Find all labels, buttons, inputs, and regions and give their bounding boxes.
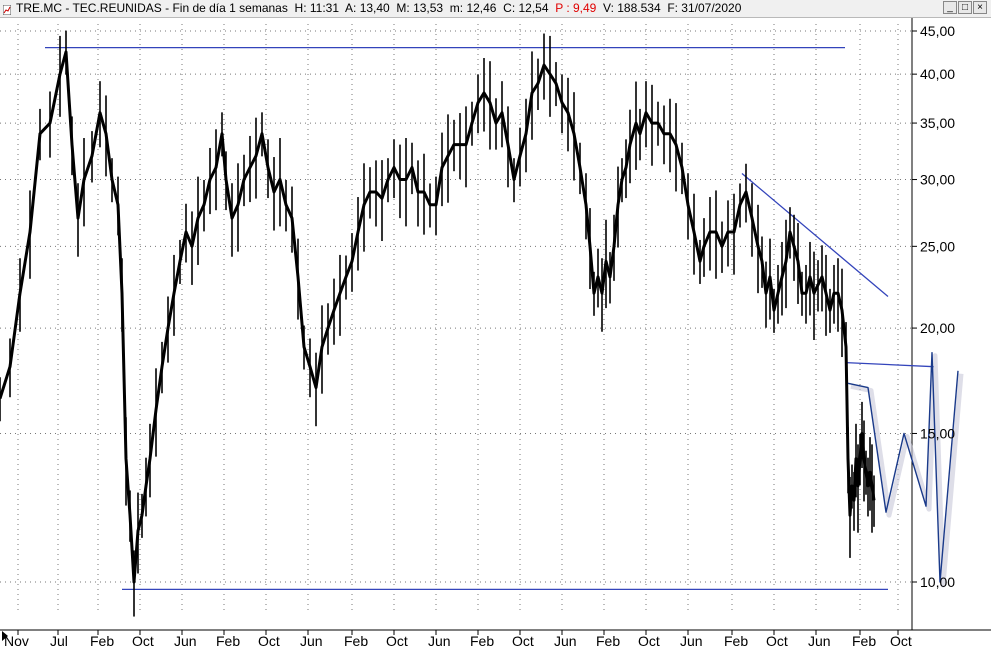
title-p: P : 9,49 xyxy=(555,1,597,15)
price-chart[interactable]: 45,00 40,00 35,00 30,00 25,00 20,00 15,00 10,00… xyxy=(0,18,991,647)
trendline xyxy=(845,361,935,368)
trendline xyxy=(741,172,889,298)
x-tick-label: Jun xyxy=(174,633,197,647)
x-tick-label: Jun xyxy=(300,633,323,647)
y-tick-label: 30,00 xyxy=(920,172,955,188)
x-axis: Nov Jul Feb Oct Jun Feb Oct Jun Feb Oct Jun Feb Oct J… xyxy=(4,630,912,647)
y-axis: 45,00 40,00 35,00 30,00 25,00 20,00 15,00 10,00 xyxy=(912,23,955,590)
y-tick-label: 15,00 xyxy=(920,425,955,441)
x-tick-label: Oct xyxy=(512,633,534,647)
x-tick-label: Feb xyxy=(344,633,368,647)
x-tick-label: Oct xyxy=(258,633,280,647)
x-tick-label: Oct xyxy=(638,633,660,647)
x-tick-label: Nov xyxy=(4,633,29,647)
x-tick-label: Oct xyxy=(890,633,912,647)
window-buttons: _ □ × xyxy=(943,1,987,14)
y-tick-label: 25,00 xyxy=(920,238,955,254)
title-h: H: 11:31 xyxy=(294,1,340,15)
x-tick-label: Feb xyxy=(216,633,240,647)
x-tick-label: Feb xyxy=(596,633,620,647)
y-tick-label: 10,00 xyxy=(920,574,955,590)
y-tick-label: 40,00 xyxy=(920,66,955,82)
close-button[interactable]: × xyxy=(973,1,987,14)
projection-path xyxy=(847,351,964,588)
title-m: M: 13,53 xyxy=(396,1,444,15)
window-titlebar: TRE.MC - TEC.REUNIDAS - Fin de día 1 sem… xyxy=(0,0,991,18)
y-tick-label: 45,00 xyxy=(920,23,955,39)
price-series xyxy=(0,30,876,617)
title-min: m: 12,46 xyxy=(449,1,497,15)
x-tick-label: Jun xyxy=(808,633,831,647)
title-v: V: 188.534 xyxy=(603,1,661,15)
x-tick-label: Jun xyxy=(554,633,577,647)
x-tick-label: Oct xyxy=(386,633,408,647)
y-tick-label: 20,00 xyxy=(920,320,955,336)
x-tick-label: Feb xyxy=(724,633,748,647)
minimize-button[interactable]: _ xyxy=(943,1,957,14)
title-text: TRE.MC - TEC.REUNIDAS - Fin de día 1 sem… xyxy=(16,0,741,17)
title-ticker: TRE.MC - TEC.REUNIDAS - Fin de día 1 sem… xyxy=(16,1,288,15)
chart-window-icon xyxy=(2,3,12,16)
price-line xyxy=(0,50,876,584)
projection-shadow xyxy=(850,353,964,588)
x-tick-label: Jul xyxy=(50,633,68,647)
title-f: F: 31/07/2020 xyxy=(667,1,742,15)
scroll-arrow-icon[interactable] xyxy=(2,631,8,641)
maximize-button[interactable]: □ xyxy=(958,1,972,14)
x-tick-label: Jun xyxy=(428,633,451,647)
x-tick-label: Feb xyxy=(470,633,494,647)
y-tick-label: 35,00 xyxy=(920,115,955,131)
x-tick-label: Oct xyxy=(132,633,154,647)
x-tick-label: Jun xyxy=(680,633,703,647)
title-c: C: 12,54 xyxy=(503,1,549,15)
x-tick-label: Feb xyxy=(852,633,876,647)
chart-grid xyxy=(0,18,991,631)
x-tick-label: Feb xyxy=(90,633,114,647)
projection-line xyxy=(847,351,959,583)
title-a: A: 13,40 xyxy=(345,1,390,15)
x-tick-label: Oct xyxy=(766,633,788,647)
trendlines xyxy=(45,47,935,591)
